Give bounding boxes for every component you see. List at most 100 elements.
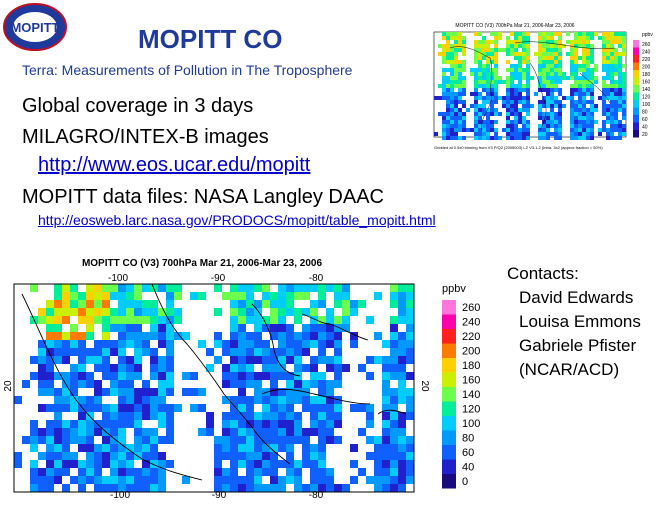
map-cell (406, 372, 414, 380)
global-map-cell (462, 64, 466, 68)
global-map-cell (450, 100, 454, 104)
map-cell (310, 460, 318, 468)
scale-label: 80 (462, 433, 474, 445)
map-cell (102, 460, 110, 468)
map-cell (62, 396, 70, 404)
global-map-cell (478, 60, 482, 64)
global-map-cell (590, 72, 594, 76)
global-map-cell (522, 44, 526, 48)
map-cell (406, 468, 414, 476)
map-cell (150, 476, 158, 484)
global-map-cell (450, 68, 454, 72)
global-map-cell (542, 136, 546, 140)
map-cell (158, 284, 166, 292)
map-cell (238, 300, 246, 308)
global-map-cell (482, 88, 486, 92)
map-cell (38, 484, 46, 492)
global-map-cell (498, 48, 502, 52)
global-map-cell (610, 64, 614, 68)
map-cell (86, 444, 94, 452)
map-cell (118, 484, 126, 492)
map-cell (38, 428, 46, 436)
global-map-cell (554, 112, 558, 116)
map-cell (390, 428, 398, 436)
global-map-cell (506, 100, 510, 104)
map-cell (118, 428, 126, 436)
map-cell (102, 348, 110, 356)
images-link[interactable]: http://www.eos.ucar.edu/mopitt (38, 154, 311, 176)
map-cell (102, 476, 110, 484)
map-cell (310, 444, 318, 452)
global-map-cell (550, 84, 554, 88)
global-map-cell (610, 96, 614, 100)
global-map-cell (558, 64, 562, 68)
map-cell (318, 356, 326, 364)
global-map-cell (610, 112, 614, 116)
global-map-cell (570, 40, 574, 44)
global-map-cell (586, 48, 590, 52)
map-cell (158, 476, 166, 484)
map-cell (310, 308, 318, 316)
map-cell (406, 404, 414, 412)
map-cell (398, 396, 406, 404)
global-map-cell (590, 80, 594, 84)
map-cell (310, 372, 318, 380)
map-cell (390, 348, 398, 356)
global-map-cell (482, 40, 486, 44)
map-cell (230, 468, 238, 476)
global-map-cell (446, 104, 450, 108)
global-map-cell (622, 84, 626, 88)
map-cell (246, 284, 254, 292)
map-cell (254, 388, 262, 396)
global-map-cell (618, 120, 622, 124)
global-map-cell (586, 128, 590, 132)
map-cell (110, 324, 118, 332)
global-map-cell (510, 32, 514, 36)
map-cell (406, 444, 414, 452)
map-cell (278, 372, 286, 380)
global-map-cell (570, 120, 574, 124)
map-cell (94, 292, 102, 300)
global-map-cell (490, 136, 494, 140)
map-cell (334, 348, 342, 356)
global-map-cell (550, 44, 554, 48)
contact-name: Louisa Emmons (519, 312, 641, 331)
scale-label: 100 (462, 418, 480, 430)
global-map-cell (438, 96, 442, 100)
global-map-cell (446, 36, 450, 40)
global-map-cell (582, 120, 586, 124)
global-map-cell (538, 72, 542, 76)
map-cell (150, 404, 158, 412)
global-map-cell (598, 36, 602, 40)
small-map-footnote: Gridded at 0.5x0 binning from V3 P/Q2 (2… (434, 145, 603, 150)
global-map-cell (558, 136, 562, 140)
global-map-cell (606, 132, 610, 136)
map-cell (286, 404, 294, 412)
global-map-cell (458, 80, 462, 84)
small-scale-label: 260 (642, 42, 651, 48)
global-map-cell (442, 88, 446, 92)
map-cell (166, 292, 174, 300)
global-map-cell (558, 56, 562, 60)
global-map-cell (554, 72, 558, 76)
global-map-cell (446, 68, 450, 72)
global-map-cell (602, 124, 606, 128)
map-cell (54, 356, 62, 364)
map-cell (142, 380, 150, 388)
map-cell (390, 332, 398, 340)
global-map-cell (590, 132, 594, 136)
map-cell (262, 468, 270, 476)
global-map-cells (434, 32, 626, 140)
global-map-cell (618, 40, 622, 44)
map-cell (406, 332, 414, 340)
data-files-link[interactable]: http://eosweb.larc.nasa.gov/PRODOCS/mopi… (38, 212, 436, 228)
global-map-cell (490, 124, 494, 128)
map-cell (366, 316, 374, 324)
map-cell (118, 284, 126, 292)
map-cell (158, 420, 166, 428)
global-map-cell (586, 36, 590, 40)
map-cell (270, 348, 278, 356)
global-map-cell (522, 132, 526, 136)
global-map-cell (550, 60, 554, 64)
global-map-cell (594, 32, 598, 36)
